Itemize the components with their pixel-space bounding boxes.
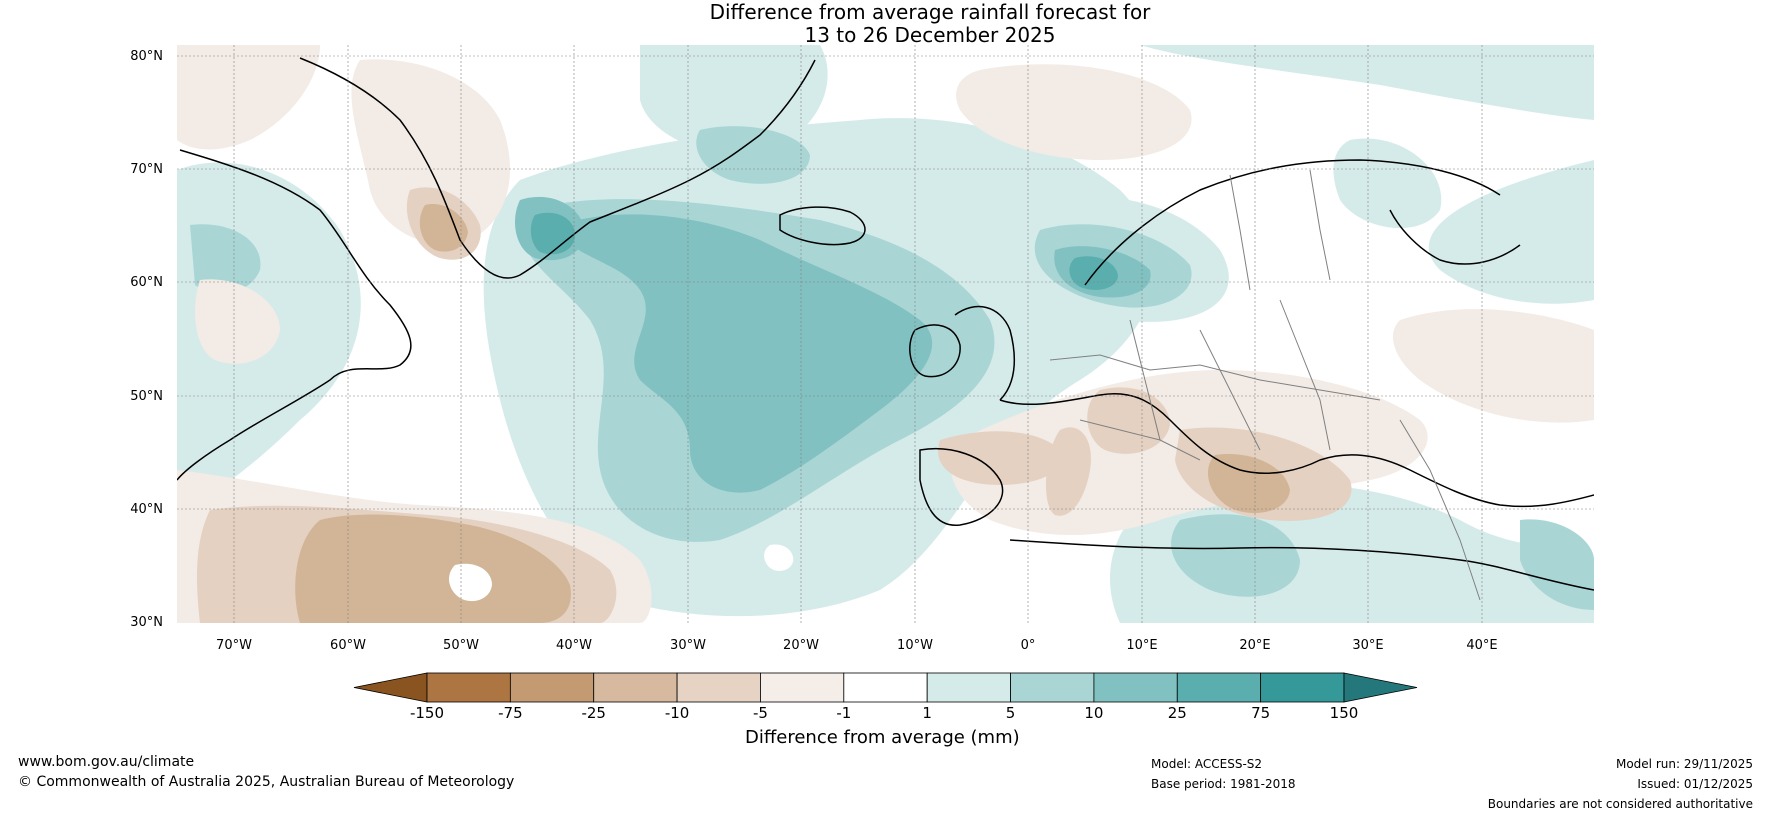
country-borders — [1049, 169, 1481, 601]
map-title-line1: Difference from average rainfall forecas… — [709, 0, 1151, 24]
colorbar-tick-label: -150 — [410, 704, 444, 722]
lon-label-10e: 10°E — [1126, 638, 1157, 653]
colorbar-segment — [509, 672, 595, 703]
colorbar-segment — [1176, 672, 1262, 703]
colorbar-extend-high — [1343, 672, 1418, 703]
lon-label-10w: 10°W — [897, 638, 933, 653]
model-text: Model: ACCESS-S2 — [1151, 757, 1263, 771]
colorbar-tick-label: 75 — [1251, 704, 1270, 722]
lon-label-20e: 20°E — [1239, 638, 1270, 653]
lat-label-30n: 30°N — [130, 615, 163, 630]
colorbar-tick-label: -25 — [581, 704, 606, 722]
lon-label-50w: 50°W — [443, 638, 479, 653]
colorbar-tick-label: 10 — [1084, 704, 1103, 722]
longitude-labels: 70°W 60°W 50°W 40°W 30°W 20°W 10°W 0° 10… — [216, 638, 1498, 653]
website-text: www.bom.gov.au/climate — [18, 754, 195, 770]
colorbar-segment — [760, 672, 845, 703]
lat-label-80n: 80°N — [130, 49, 163, 64]
colorbar-segment — [676, 672, 761, 703]
colorbar-segment — [1010, 672, 1095, 703]
colorbar-title: Difference from average (mm) — [745, 727, 1020, 748]
model-run-text: Model run: 29/11/2025 — [1615, 757, 1753, 771]
lat-label-60n: 60°N — [130, 275, 163, 290]
colorbar-tick-label: -5 — [753, 704, 768, 722]
lon-label-30w: 30°W — [670, 638, 706, 653]
lon-label-0: 0° — [1021, 638, 1036, 653]
lat-label-70n: 70°N — [130, 162, 163, 177]
rainfall-anomaly-map — [177, 45, 1594, 623]
colorbar-extend-low — [353, 672, 428, 703]
colorbar-tick-label: 1 — [922, 704, 932, 722]
colorbar-tick-label: -10 — [665, 704, 690, 722]
lon-label-60w: 60°W — [330, 638, 366, 653]
map-title-line2: 13 to 26 December 2025 — [804, 23, 1056, 47]
colorbar-tick-label: 5 — [1006, 704, 1016, 722]
colorbar-segment — [1093, 672, 1178, 703]
lon-label-40e: 40°E — [1466, 638, 1497, 653]
colorbar-tick-label: 25 — [1168, 704, 1187, 722]
anomaly-fill-neutral — [448, 544, 794, 602]
colorbar-segment — [926, 672, 1011, 703]
issued-text: Issued: 01/12/2025 — [1637, 777, 1753, 791]
anomaly-fill-strong-brown — [295, 204, 1290, 623]
disclaimer-text: Boundaries are not considered authoritat… — [1487, 797, 1753, 811]
graticule — [177, 45, 1594, 623]
lon-label-20w: 20°W — [783, 638, 819, 653]
latitude-labels: 80°N 70°N 60°N 50°N 40°N 30°N — [130, 49, 163, 630]
base-period-text: Base period: 1981-2018 — [1151, 777, 1296, 791]
lon-label-30e: 30°E — [1352, 638, 1383, 653]
copyright-text: © Commonwealth of Australia 2025, Austra… — [18, 774, 515, 790]
colorbar-segment — [593, 672, 678, 703]
colorbar-tick-label: -1 — [836, 704, 851, 722]
colorbar-legend: -150 -75 -25 -10 -5 -1 1 5 10 25 75 150 — [353, 672, 1418, 722]
colorbar-tick-label: -75 — [498, 704, 523, 722]
lat-label-50n: 50°N — [130, 389, 163, 404]
lon-label-70w: 70°W — [216, 638, 252, 653]
lon-label-40w: 40°W — [556, 638, 592, 653]
colorbar-segment — [1260, 672, 1345, 703]
colorbar-segment — [843, 672, 928, 703]
colorbar-segment — [426, 672, 511, 703]
colorbar-tick-label: 150 — [1330, 704, 1359, 722]
lat-label-40n: 40°N — [130, 502, 163, 517]
